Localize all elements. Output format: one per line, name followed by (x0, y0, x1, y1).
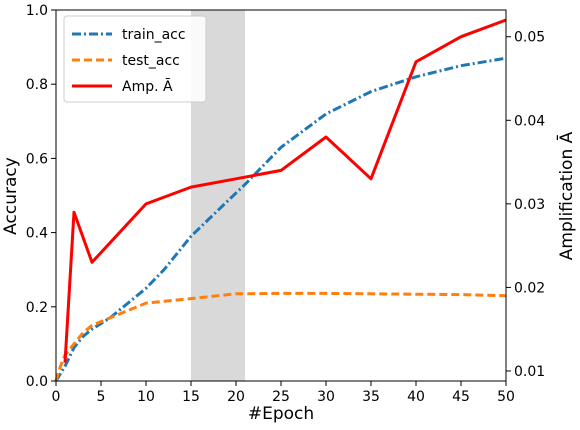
legend: train_acc test_acc Amp. Ā (63, 15, 207, 103)
x-tick-label: 25 (272, 389, 290, 405)
legend-label-2: Amp. Ā (122, 78, 173, 95)
x-tick-label: 30 (317, 389, 335, 405)
legend-label-1: test_acc (122, 53, 180, 69)
y2-tick-label: 0.02 (514, 280, 545, 296)
x-tick-label: 40 (407, 389, 425, 405)
x-tick-label: 15 (182, 389, 200, 405)
y-tick-label: 1.0 (26, 3, 48, 19)
x-tick-label: 0 (52, 389, 61, 405)
legend-box (63, 15, 207, 103)
x-tick-label: 35 (362, 389, 380, 405)
y2-tick-label: 0.03 (514, 197, 545, 213)
y2-tick-label: 0.04 (514, 113, 545, 129)
x-tick-label: 20 (227, 389, 245, 405)
y2-tick-label: 0.01 (514, 364, 545, 380)
y2-axis-label: Amplification Ā (555, 131, 577, 260)
y-tick-label: 0.0 (26, 374, 48, 390)
y-tick-label: 0.4 (26, 226, 48, 242)
series-line-0 (54, 56, 507, 382)
series-line-2 (63, 18, 507, 363)
y-tick-label: 0.8 (26, 77, 48, 93)
y-axis-label: Accuracy (1, 157, 21, 235)
y2-tick-label: 0.05 (514, 30, 545, 46)
legend-label-0: train_acc (122, 27, 186, 43)
x-tick-label: 45 (452, 389, 470, 405)
x-tick-label: 10 (137, 389, 155, 405)
series-line-1 (54, 291, 507, 382)
x-tick-label: 5 (97, 389, 106, 405)
x-axis-label: #Epoch (248, 404, 314, 424)
x-tick-label: 50 (497, 389, 515, 405)
y-tick-label: 0.2 (26, 300, 48, 316)
y-tick-label: 0.6 (26, 151, 48, 167)
